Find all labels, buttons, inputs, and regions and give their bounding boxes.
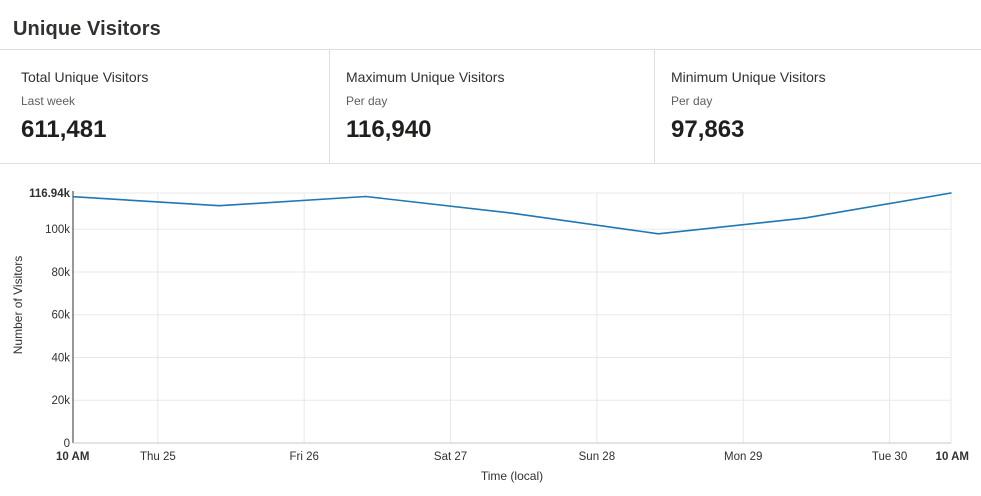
x-tick-label: 10 AM: [56, 451, 89, 463]
x-tick-label: Sat 27: [434, 451, 467, 463]
header-divider: [0, 49, 981, 50]
total-visitors-card: Total Unique Visitors Last week 611,481: [0, 50, 330, 163]
y-tick-label: 0: [64, 438, 70, 450]
y-tick-label: 80k: [51, 267, 70, 279]
y-tick-label: 60k: [51, 310, 70, 322]
chart-series[interactable]: [72, 192, 952, 235]
max-visitors-card: Maximum Unique Visitors Per day 116,940: [330, 50, 655, 163]
x-tick-label: Tue 30: [872, 451, 907, 463]
summary-cards: Total Unique Visitors Last week 611,481 …: [0, 50, 981, 163]
x-tick-label: Fri 26: [290, 451, 319, 463]
y-tick-label: 116.94k: [29, 188, 71, 200]
x-tick-label: Sun 28: [579, 451, 615, 463]
min-visitors-card: Minimum Unique Visitors Per day 97,863: [655, 50, 981, 163]
chart-axes: [72, 191, 951, 444]
x-tick-label: Mon 29: [724, 451, 762, 463]
total-visitors-label: Total Unique Visitors: [21, 69, 149, 85]
y-tick-label: 20k: [51, 395, 70, 407]
x-tick-label: 10 AM: [936, 451, 969, 463]
x-tick-label: Thu 25: [140, 451, 176, 463]
min-visitors-sublabel: Per day: [671, 94, 713, 108]
total-visitors-sublabel: Last week: [21, 94, 76, 108]
y-axis-ticks: 0 20k 40k 60k 80k 100k 116.94k: [29, 188, 71, 450]
x-axis-title: Time (local): [481, 469, 543, 483]
max-visitors-value: 116,940: [346, 116, 432, 143]
visitors-line-chart[interactable]: 0 20k 40k 60k 80k 100k 116.94k 10 AM Thu 25 Fri …: [0, 164, 981, 496]
y-tick-label: 40k: [51, 352, 70, 364]
data-point[interactable]: [72, 195, 74, 198]
page-title: Unique Visitors: [13, 18, 161, 40]
y-axis-title: Number of Visitors: [11, 256, 25, 354]
data-point[interactable]: [218, 204, 221, 207]
data-point[interactable]: [511, 212, 513, 214]
data-point[interactable]: [803, 217, 806, 219]
total-visitors-value: 611,481: [21, 116, 107, 143]
max-visitors-label: Maximum Unique Visitors: [346, 69, 505, 85]
data-point[interactable]: [364, 195, 367, 198]
x-axis-ticks: 10 AM Thu 25 Fri 26 Sat 27 Sun 28 Mon 29 Tue 3…: [56, 451, 969, 463]
cards-divider: [0, 163, 981, 164]
y-tick-label: 100k: [45, 224, 70, 236]
max-visitors-sublabel: Per day: [346, 94, 388, 108]
chart-gridlines: [73, 192, 952, 443]
data-point[interactable]: [950, 192, 952, 194]
data-point[interactable]: [657, 232, 660, 235]
min-visitors-value: 97,863: [671, 116, 745, 143]
min-visitors-label: Minimum Unique Visitors: [671, 69, 826, 85]
